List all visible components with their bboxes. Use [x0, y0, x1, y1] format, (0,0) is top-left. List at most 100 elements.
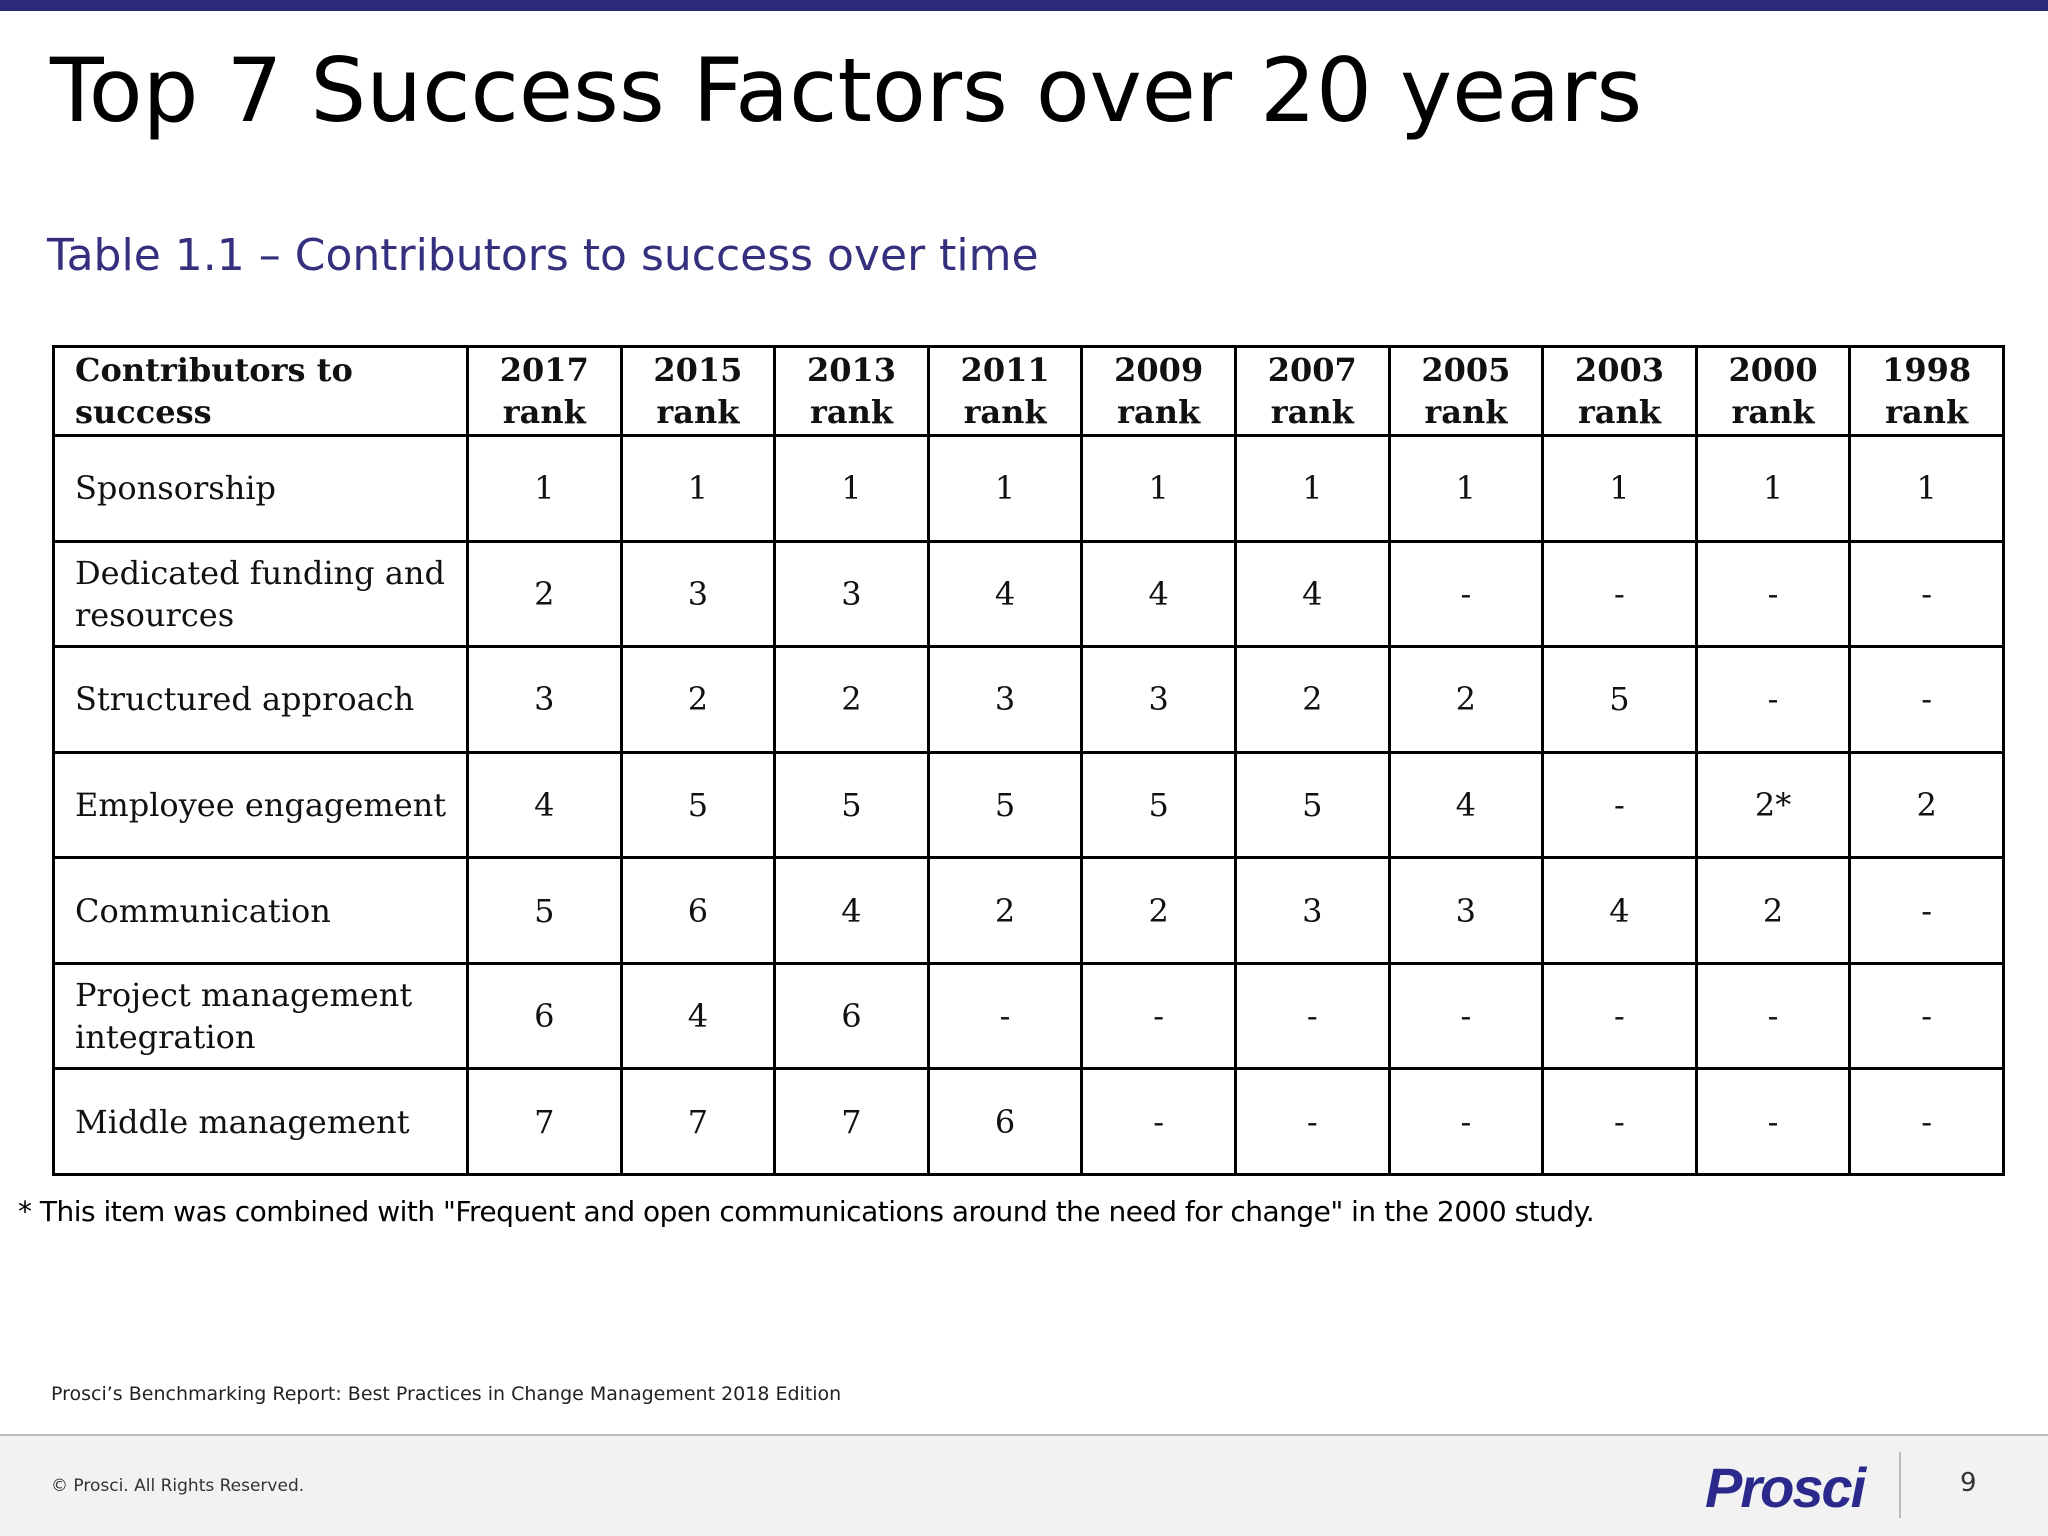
table-row: Structured approach 3 2 2 3 3 2 2 5 - - — [52, 645, 2005, 754]
rank-cell: - — [1541, 961, 1698, 1071]
rank-cell: 1 — [1541, 434, 1698, 543]
rank-cell: - — [1694, 961, 1852, 1071]
rank-cell: - — [1387, 961, 1545, 1071]
top-accent-bar — [0, 0, 2048, 11]
rank-cell: - — [1233, 961, 1391, 1071]
rank-cell: 4 — [1080, 539, 1237, 649]
rank-cell: 2 — [1387, 645, 1545, 754]
rank-cell: 2 — [773, 645, 930, 754]
copyright: © Prosci. All Rights Reserved. — [51, 1476, 305, 1496]
table-row: Project management integration 6 4 6 - -… — [52, 961, 2005, 1071]
table-row: Sponsorship 1 1 1 1 1 1 1 1 1 1 — [52, 434, 2005, 543]
rank-cell: 1 — [1694, 434, 1852, 543]
rank-cell: 3 — [1387, 856, 1545, 965]
table-row: Middle management 7 7 7 6 - - - - - - — [52, 1067, 2005, 1176]
factor-name: Employee engagement — [52, 750, 469, 860]
rank-cell: - — [1541, 1067, 1698, 1176]
rank-cell: 1 — [1080, 434, 1237, 543]
rank-cell: 3 — [773, 539, 930, 649]
header-contributors: Contributors to success — [52, 345, 469, 437]
success-factors-table: Contributors to success 2017 rank 2015 r… — [52, 345, 2005, 1176]
header-year-rank: 2009 rank — [1080, 345, 1237, 437]
table-row: Employee engagement 4 5 5 5 5 5 4 - 2* 2 — [52, 750, 2005, 860]
header-year-rank: 2007 rank — [1233, 345, 1391, 437]
table-row: Dedicated funding and resources 2 3 3 4 … — [52, 539, 2005, 649]
rank-cell: 5 — [1233, 750, 1391, 860]
table-header-row: Contributors to success 2017 rank 2015 r… — [52, 345, 2005, 437]
table-caption: Table 1.1 – Contributors to success over… — [47, 230, 1039, 281]
rank-cell: 6 — [619, 856, 777, 965]
rank-cell: - — [1233, 1067, 1391, 1176]
rank-cell: 7 — [619, 1067, 777, 1176]
footer: © Prosci. All Rights Reserved. Prosci 9 — [0, 1434, 2048, 1536]
rank-cell: 4 — [466, 750, 623, 860]
rank-cell: 2 — [466, 539, 623, 649]
rank-cell: - — [1080, 1067, 1237, 1176]
header-year-rank: 2017 rank — [466, 345, 623, 437]
rank-cell: 5 — [926, 750, 1084, 860]
rank-cell: 4 — [773, 856, 930, 965]
header-year-rank: 2013 rank — [773, 345, 930, 437]
slide-title: Top 7 Success Factors over 20 years — [50, 39, 1643, 142]
rank-cell: 2 — [1694, 856, 1852, 965]
footnote: * This item was combined with "Frequent … — [18, 1195, 1595, 1228]
factor-name: Dedicated funding and resources — [52, 539, 469, 649]
rank-cell: 2* — [1694, 750, 1852, 860]
rank-cell: - — [1694, 539, 1852, 649]
rank-cell: 1 — [1848, 434, 2005, 543]
factor-name: Communication — [52, 856, 469, 965]
rank-cell: - — [1848, 1067, 2005, 1176]
rank-cell: - — [1694, 645, 1852, 754]
rank-cell: 5 — [1541, 645, 1698, 754]
rank-cell: 6 — [773, 961, 930, 1071]
rank-cell: 4 — [1233, 539, 1391, 649]
rank-cell: - — [1848, 961, 2005, 1071]
rank-cell: - — [926, 961, 1084, 1071]
rank-cell: 2 — [1080, 856, 1237, 965]
rank-cell: 2 — [619, 645, 777, 754]
rank-cell: 1 — [619, 434, 777, 543]
rank-cell: 4 — [619, 961, 777, 1071]
prosci-logo: Prosci — [1705, 1456, 1866, 1519]
rank-cell: 6 — [466, 961, 623, 1071]
rank-cell: 3 — [619, 539, 777, 649]
rank-cell: 2 — [1848, 750, 2005, 860]
factor-name: Structured approach — [52, 645, 469, 754]
rank-cell: 1 — [773, 434, 930, 543]
rank-cell: - — [1541, 539, 1698, 649]
header-year-rank: 2015 rank — [619, 345, 777, 437]
rank-cell: 2 — [926, 856, 1084, 965]
rank-cell: 3 — [466, 645, 623, 754]
rank-cell: 1 — [1387, 434, 1545, 543]
rank-cell: 2 — [1233, 645, 1391, 754]
header-year-rank: 2005 rank — [1387, 345, 1545, 437]
rank-cell: 4 — [1387, 750, 1545, 860]
rank-cell: - — [1848, 645, 2005, 754]
rank-cell: 4 — [1541, 856, 1698, 965]
page-number: 9 — [1960, 1468, 1977, 1498]
rank-cell: 7 — [773, 1067, 930, 1176]
rank-cell: 5 — [619, 750, 777, 860]
header-year-rank: 2011 rank — [926, 345, 1084, 437]
header-year-rank: 2000 rank — [1694, 345, 1852, 437]
rank-cell: - — [1694, 1067, 1852, 1176]
rank-cell: 5 — [466, 856, 623, 965]
header-year-rank: 1998 rank — [1848, 345, 2005, 437]
footer-divider — [1899, 1452, 1901, 1518]
rank-cell: - — [1541, 750, 1698, 860]
rank-cell: 3 — [1233, 856, 1391, 965]
factor-name: Sponsorship — [52, 434, 469, 543]
rank-cell: 7 — [466, 1067, 623, 1176]
table-row: Communication 5 6 4 2 2 3 3 4 2 - — [52, 856, 2005, 965]
rank-cell: 1 — [926, 434, 1084, 543]
rank-cell: 3 — [1080, 645, 1237, 754]
rank-cell: 5 — [1080, 750, 1237, 860]
rank-cell: - — [1080, 961, 1237, 1071]
rank-cell: - — [1387, 539, 1545, 649]
rank-cell: 6 — [926, 1067, 1084, 1176]
rank-cell: 4 — [926, 539, 1084, 649]
rank-cell: 1 — [466, 434, 623, 543]
rank-cell: - — [1387, 1067, 1545, 1176]
source-note: Prosci’s Benchmarking Report: Best Pract… — [51, 1383, 842, 1405]
rank-cell: 5 — [773, 750, 930, 860]
